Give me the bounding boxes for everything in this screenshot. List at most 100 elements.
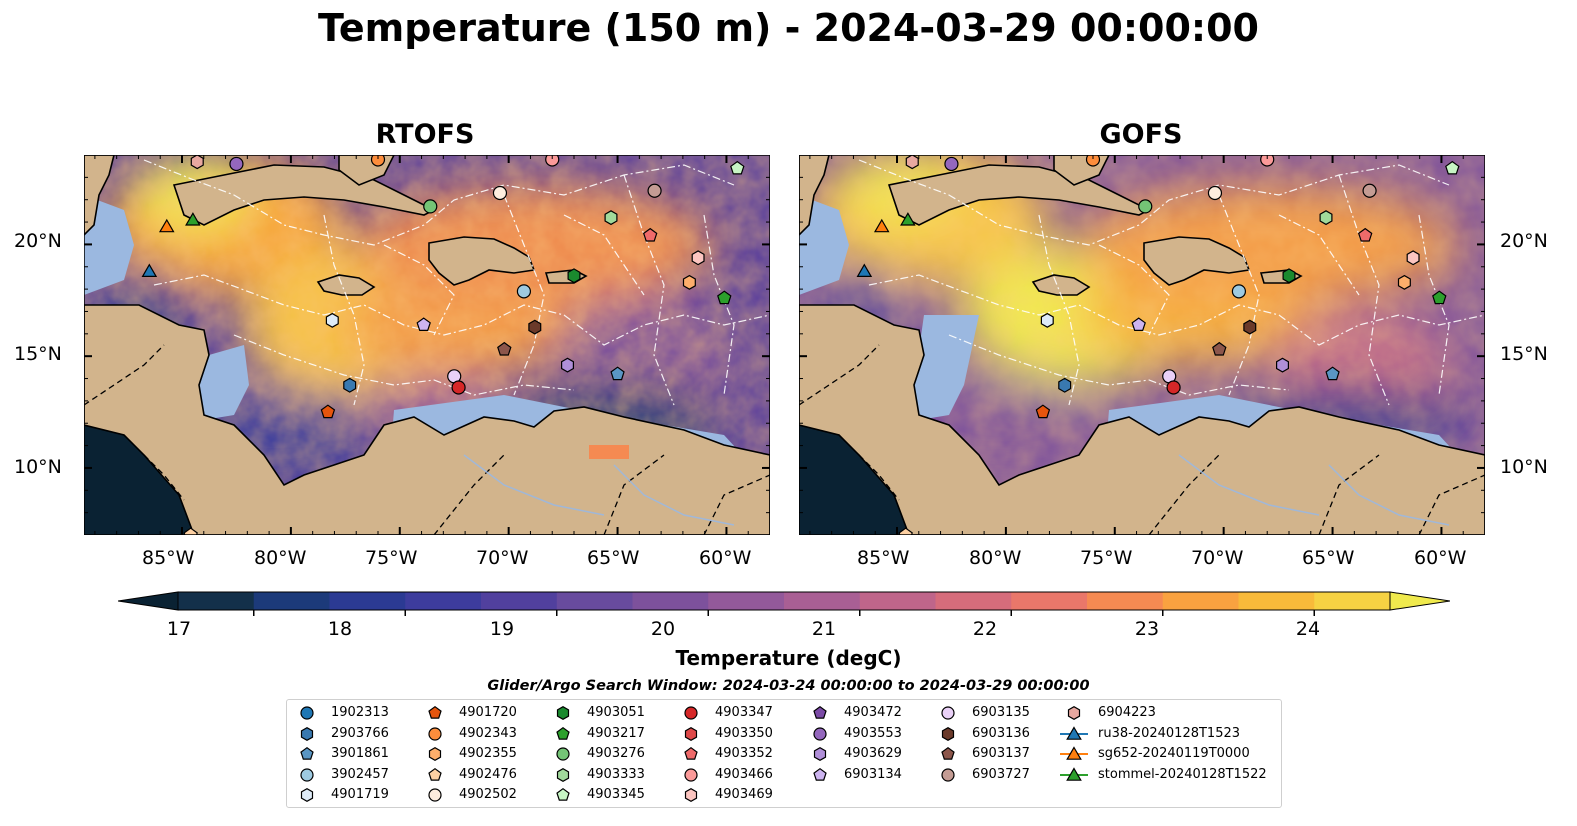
legend-swatch <box>813 747 827 761</box>
legend-marker-hexagon <box>556 767 570 782</box>
legend-marker-hexagon <box>941 726 955 741</box>
legend-marker-hexagon <box>813 747 827 761</box>
colorbar-frame <box>177 591 1391 611</box>
legend-label: 4902343 <box>459 725 517 741</box>
central-south-america-land <box>84 304 770 535</box>
legend-marker-pentagon <box>813 767 827 781</box>
colorbar-segment <box>1238 592 1315 610</box>
legend-marker-pentagon <box>556 787 570 801</box>
legend-marker-hexagon <box>428 747 442 761</box>
marker-4903352 <box>642 227 658 242</box>
legend-label: stommel-20240128T1522 <box>1098 766 1267 782</box>
marker-4901719 <box>1040 312 1054 328</box>
colorbar-tick-label: 22 <box>972 618 998 640</box>
marker-4903553 <box>229 156 244 172</box>
legend-marker-circle <box>428 788 442 802</box>
legend-swatch <box>428 726 442 741</box>
colorbar-segment <box>632 592 709 610</box>
legend-swatch <box>556 726 570 740</box>
legend-swatch <box>300 706 314 720</box>
lat-tick-label: 10°N <box>1500 456 1548 478</box>
legend-swatch <box>428 705 442 719</box>
legend-marker-pentagon <box>556 726 570 740</box>
legend-label: 4903553 <box>844 725 902 741</box>
legend-label: ru38-20240128T1523 <box>1098 725 1241 741</box>
colorbar-extend-low <box>118 591 179 611</box>
legend-swatch <box>1067 706 1081 720</box>
legend-swatch <box>941 767 955 782</box>
marker-4903345 <box>1445 160 1460 175</box>
legend-swatch <box>684 726 698 741</box>
legend-label: 3901861 <box>331 746 389 761</box>
marker-6903727 <box>647 183 662 198</box>
legend-label: 6903137 <box>972 746 1030 761</box>
marker-4903466 <box>545 155 560 167</box>
legend-marker-pentagon <box>300 746 314 760</box>
legend-marker-hexagon <box>684 788 698 802</box>
legend-swatch <box>684 767 698 782</box>
lat-tick-label: 15°N <box>14 343 62 365</box>
legend-swatch <box>684 788 698 802</box>
marker-4902476 <box>898 527 913 535</box>
rtofs-map <box>84 155 770 535</box>
legend-label: 4902355 <box>459 746 517 761</box>
legend-marker-pentagon <box>813 705 827 719</box>
marker-6903134 <box>1131 317 1146 331</box>
legend-swatch <box>428 747 442 761</box>
hispaniola-land <box>428 236 536 286</box>
colorbar-tick-label: 21 <box>811 618 837 640</box>
colorbar-segment <box>481 592 558 610</box>
legend-marker-pentagon <box>684 746 698 760</box>
legend-label: 4903350 <box>715 725 773 741</box>
lake-maracaibo-anomaly <box>589 445 629 459</box>
legend-marker-circle <box>684 767 698 782</box>
colorbar-tick-label: 19 <box>489 618 515 640</box>
marker-4903347 <box>451 380 466 395</box>
marker-4903347 <box>1166 380 1181 395</box>
marker-4903352 <box>1357 227 1373 242</box>
lat-tick-label: 10°N <box>14 456 62 478</box>
legend-label: 4903347 <box>715 705 773 720</box>
marker-4903051 <box>567 268 581 284</box>
lon-tick-label: 65°W <box>587 547 640 569</box>
legend-label: 6903134 <box>844 766 902 782</box>
legend-swatch <box>684 746 698 760</box>
marker-4901720 <box>320 404 336 419</box>
lon-tick-label: 75°W <box>1080 547 1133 569</box>
legend-label: 4901720 <box>459 705 517 720</box>
colorbar-tick-label: 23 <box>1134 618 1160 640</box>
eez-boundaries <box>143 159 770 406</box>
lat-tick-label: 20°N <box>14 230 62 252</box>
legend-label: 6903136 <box>972 725 1030 741</box>
colorbar-title: Temperature (degC) <box>675 646 902 670</box>
eez-boundaries <box>858 159 1485 406</box>
legend-label: 4903345 <box>587 787 645 802</box>
colorbar-segment <box>1087 592 1164 610</box>
colorbar-tick-label: 17 <box>166 618 192 640</box>
legend-label: 2903766 <box>331 725 389 741</box>
colorbar-segment <box>1162 592 1240 610</box>
legend-marker-circle <box>300 706 314 720</box>
colorbar-segment <box>253 592 331 610</box>
marker-4903217 <box>1432 290 1447 305</box>
legend-label: 4903352 <box>715 746 773 761</box>
marker-4903276 <box>1138 199 1153 214</box>
legend-label: 4901719 <box>331 787 389 802</box>
marker-4902502 <box>492 185 508 201</box>
legend-label: 1902313 <box>331 705 389 720</box>
colorbar-segment <box>708 592 785 610</box>
legend-marker-triangle <box>1066 725 1082 740</box>
legend-label: 4903333 <box>587 766 645 782</box>
legend-swatch <box>813 767 827 781</box>
legend-swatch <box>1060 746 1088 760</box>
colorbar-segment <box>329 592 406 610</box>
colorbar-segment <box>784 592 861 610</box>
marker-sg652-20240119T0000 <box>873 218 890 233</box>
marker-6903134 <box>416 317 431 331</box>
legend-swatch <box>684 706 698 720</box>
marker-6904223 <box>190 155 204 170</box>
marker-sg652-20240119T0000 <box>158 218 175 233</box>
platform-markers <box>856 155 1460 535</box>
colorbar-segment <box>178 592 255 610</box>
lon-tick-label: 60°W <box>699 547 752 569</box>
